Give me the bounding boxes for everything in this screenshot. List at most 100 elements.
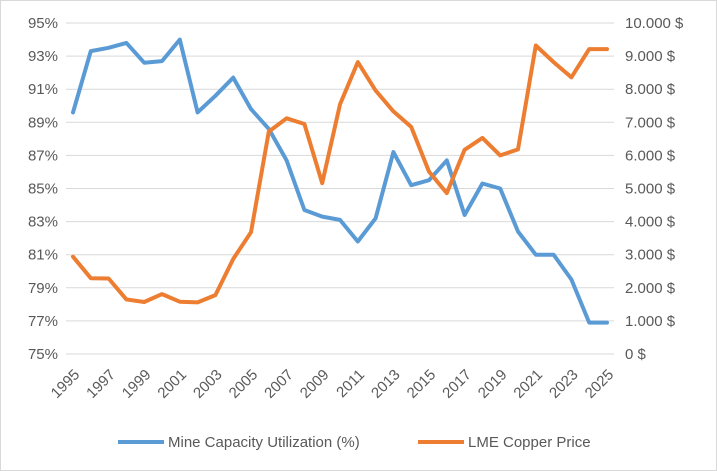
data-point-mine-utilization [391,150,395,154]
y-tick-label-left: 95% [28,15,58,32]
data-point-copper-price [391,109,395,113]
y-tick-label-right: 0 $ [625,346,647,363]
data-point-copper-price [71,255,75,259]
data-point-mine-utilization [534,253,538,257]
y-tick-label-left: 93% [28,48,58,65]
y-tick-label-right: 10.000 $ [625,15,684,32]
y-tick-label-right: 2.000 $ [625,280,676,297]
data-point-mine-utilization [107,46,111,50]
series-line-copper-price [71,43,609,305]
data-point-copper-price [480,136,484,140]
data-point-copper-price [534,44,538,48]
data-point-mine-utilization [587,321,591,325]
x-tick-label: 2023 [546,366,582,402]
data-point-mine-utilization [320,215,324,219]
data-point-copper-price [338,102,342,106]
data-point-mine-utilization [89,49,93,53]
data-point-copper-price [124,297,128,301]
data-point-copper-price [516,147,520,151]
y-tick-label-left: 87% [28,147,58,164]
data-point-copper-price [374,89,378,93]
data-point-copper-price [498,153,502,157]
y-tick-label-left: 91% [28,81,58,98]
data-point-copper-price [285,116,289,120]
y-tick-label-right: 7.000 $ [625,114,676,131]
x-tick-label: 1999 [119,366,155,402]
data-point-copper-price [142,300,146,304]
data-point-mine-utilization [445,158,449,162]
data-point-copper-price [213,293,217,297]
series-line-mine-utilization [71,37,609,325]
y-tick-label-right: 6.000 $ [625,147,676,164]
x-tick-label: 1995 [48,366,84,402]
data-point-mine-utilization [605,321,609,325]
data-point-mine-utilization [498,187,502,191]
data-point-mine-utilization [409,183,413,187]
data-point-copper-price [569,75,573,79]
data-point-mine-utilization [552,253,556,257]
data-point-copper-price [249,230,253,234]
series-lines [71,37,609,325]
legend-label-mine-utilization: Mine Capacity Utilization (%) [168,434,360,451]
data-point-mine-utilization [124,41,128,45]
data-point-copper-price [320,181,324,185]
x-tick-label: 2017 [439,366,475,402]
x-tick-label: 2025 [582,366,618,402]
data-point-copper-price [605,47,609,51]
data-point-copper-price [409,125,413,129]
y-tick-label-right: 3.000 $ [625,247,676,264]
data-point-copper-price [267,130,271,134]
y-tick-label-right: 5.000 $ [625,181,676,198]
y-tick-label-right: 9.000 $ [625,48,676,65]
left-axis-ticks: 75% 77% 79% 81% 83% 85% 87% 89% 91% 93% 95% [28,15,58,363]
data-point-copper-price [160,292,164,296]
data-point-mine-utilization [427,178,431,182]
y-tick-label-left: 85% [28,181,58,198]
data-point-copper-price [587,47,591,51]
data-point-mine-utilization [463,213,467,217]
y-tick-label-left: 77% [28,313,58,330]
data-point-mine-utilization [231,76,235,80]
data-point-mine-utilization [160,59,164,63]
data-point-copper-price [107,277,111,281]
x-tick-label: 2007 [261,366,297,402]
data-point-copper-price [463,148,467,152]
data-point-mine-utilization [285,158,289,162]
x-tick-label: 2001 [154,366,190,402]
x-tick-label: 2019 [475,366,511,402]
data-point-mine-utilization [374,216,378,220]
data-point-copper-price [89,276,93,280]
data-point-copper-price [178,300,182,304]
data-point-mine-utilization [356,240,360,244]
legend-label-copper-price: LME Copper Price [468,434,591,451]
y-tick-label-left: 83% [28,214,58,231]
data-point-copper-price [427,170,431,174]
x-tick-label: 2003 [190,366,226,402]
x-tick-label: 2015 [404,366,440,402]
data-point-mine-utilization [516,230,520,234]
data-point-mine-utilization [480,182,484,186]
y-tick-label-left: 89% [28,114,58,131]
data-point-copper-price [445,191,449,195]
data-point-mine-utilization [249,107,253,111]
x-tick-label: 2021 [510,366,546,402]
x-tick-label: 2009 [297,366,333,402]
data-point-copper-price [302,122,306,126]
data-point-mine-utilization [178,38,182,42]
data-point-copper-price [196,300,200,304]
data-point-copper-price [231,257,235,261]
right-axis-ticks: 0 $ 1.000 $ 2.000 $ 3.000 $ 4.000 $ 5.000 $ 6.… [625,15,684,363]
data-point-mine-utilization [142,61,146,65]
y-tick-label-left: 75% [28,346,58,363]
x-axis-ticks: 1995 1997 1999 2001 2003 2005 2007 2009 2011 2013… [48,366,618,402]
x-tick-label: 2005 [226,366,262,402]
y-tick-label-right: 4.000 $ [625,214,676,231]
data-point-mine-utilization [338,218,342,222]
y-tick-label-left: 81% [28,247,58,264]
x-tick-label: 1997 [83,366,119,402]
legend: Mine Capacity Utilization (%) LME Copper… [118,434,591,451]
gridlines [66,22,614,355]
data-point-mine-utilization [569,278,573,282]
data-point-mine-utilization [302,208,306,212]
